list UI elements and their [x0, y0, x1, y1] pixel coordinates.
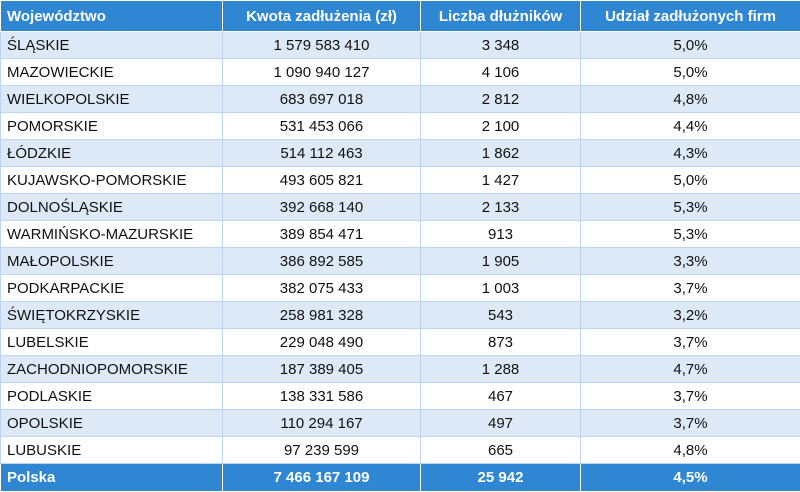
cell: 531 453 066 — [223, 113, 421, 140]
cell: 1 579 583 410 — [223, 32, 421, 59]
cell: 258 981 328 — [223, 302, 421, 329]
cell: 389 854 471 — [223, 221, 421, 248]
cell: 514 112 463 — [223, 140, 421, 167]
cell: PODLASKIE — [1, 383, 223, 410]
total-cell: 4,5% — [581, 464, 800, 492]
cell: 5,3% — [581, 194, 800, 221]
cell: 1 288 — [421, 356, 581, 383]
cell: 2 133 — [421, 194, 581, 221]
cell: 3,7% — [581, 275, 800, 302]
cell: 5,0% — [581, 32, 800, 59]
cell: 3,7% — [581, 383, 800, 410]
cell: 4,8% — [581, 86, 800, 113]
cell: 4 106 — [421, 59, 581, 86]
total-cell: Polska — [1, 464, 223, 492]
total-cell: 7 466 167 109 — [223, 464, 421, 492]
cell: 5,0% — [581, 167, 800, 194]
cell: 138 331 586 — [223, 383, 421, 410]
cell: 913 — [421, 221, 581, 248]
header-cell: Udział zadłużonych firm — [581, 1, 800, 32]
cell: 493 605 821 — [223, 167, 421, 194]
cell: WIELKOPOLSKIE — [1, 86, 223, 113]
cell: 3,7% — [581, 410, 800, 437]
cell: 382 075 433 — [223, 275, 421, 302]
cell: 4,7% — [581, 356, 800, 383]
cell: 1 862 — [421, 140, 581, 167]
cell: PODKARPACKIE — [1, 275, 223, 302]
cell: ZACHODNIOPOMORSKIE — [1, 356, 223, 383]
cell: 3,7% — [581, 329, 800, 356]
cell: 2 812 — [421, 86, 581, 113]
total-cell: 25 942 — [421, 464, 581, 492]
cell: 497 — [421, 410, 581, 437]
cell: MAŁOPOLSKIE — [1, 248, 223, 275]
cell: 3,2% — [581, 302, 800, 329]
cell: 3 348 — [421, 32, 581, 59]
cell: ŚLĄSKIE — [1, 32, 223, 59]
cell: 392 668 140 — [223, 194, 421, 221]
cell: 229 048 490 — [223, 329, 421, 356]
cell: 97 239 599 — [223, 437, 421, 464]
cell: 873 — [421, 329, 581, 356]
cell: 1 427 — [421, 167, 581, 194]
cell: 5,0% — [581, 59, 800, 86]
header-cell: Liczba dłużników — [421, 1, 581, 32]
cell: 187 389 405 — [223, 356, 421, 383]
cell: ŁÓDZKIE — [1, 140, 223, 167]
cell: 665 — [421, 437, 581, 464]
header-cell: Województwo — [1, 1, 223, 32]
cell: 386 892 585 — [223, 248, 421, 275]
cell: 110 294 167 — [223, 410, 421, 437]
cell: DOLNOŚLĄSKIE — [1, 194, 223, 221]
cell: KUJAWSKO-POMORSKIE — [1, 167, 223, 194]
cell: OPOLSKIE — [1, 410, 223, 437]
cell: 1 905 — [421, 248, 581, 275]
cell: POMORSKIE — [1, 113, 223, 140]
cell: MAZOWIECKIE — [1, 59, 223, 86]
cell: ŚWIĘTOKRZYSKIE — [1, 302, 223, 329]
cell: 543 — [421, 302, 581, 329]
cell: 5,3% — [581, 221, 800, 248]
cell: LUBELSKIE — [1, 329, 223, 356]
cell: 4,3% — [581, 140, 800, 167]
cell: 1 003 — [421, 275, 581, 302]
cell: 467 — [421, 383, 581, 410]
cell: 4,4% — [581, 113, 800, 140]
cell: LUBUSKIE — [1, 437, 223, 464]
header-cell: Kwota zadłużenia (zł) — [223, 1, 421, 32]
cell: 683 697 018 — [223, 86, 421, 113]
cell: WARMIŃSKO-MAZURSKIE — [1, 221, 223, 248]
cell: 1 090 940 127 — [223, 59, 421, 86]
cell: 4,8% — [581, 437, 800, 464]
cell: 2 100 — [421, 113, 581, 140]
cell: 3,3% — [581, 248, 800, 275]
